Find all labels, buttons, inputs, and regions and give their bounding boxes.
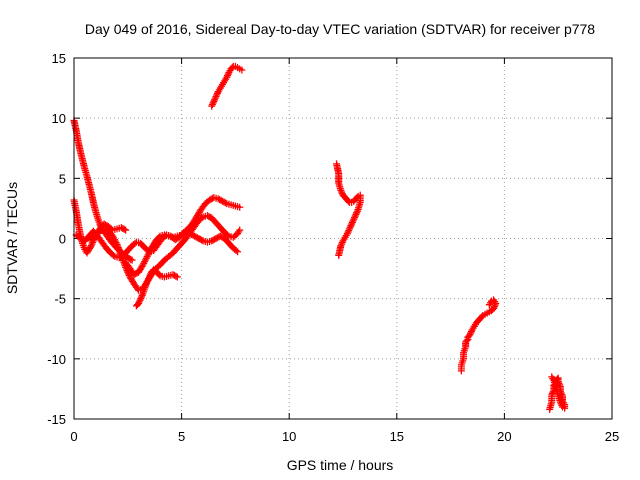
- data-point: [224, 72, 232, 80]
- data-point: [335, 251, 343, 259]
- data-point: [128, 256, 136, 264]
- data-point: [236, 226, 244, 234]
- data-point: [346, 223, 354, 231]
- data-point: [125, 270, 133, 278]
- data-point: [338, 240, 346, 248]
- data-point: [143, 278, 151, 286]
- data-point: [138, 291, 146, 299]
- data-point: [232, 247, 240, 255]
- data-point: [338, 239, 346, 247]
- data-point: [558, 401, 566, 409]
- data-point: [349, 217, 357, 225]
- data-point: [352, 210, 360, 218]
- data-point: [125, 271, 133, 279]
- data-point: [198, 214, 206, 222]
- y-tick-label: 0: [59, 232, 66, 247]
- data-point: [208, 101, 216, 109]
- x-tick-label: 0: [70, 429, 77, 444]
- data-point: [127, 255, 135, 263]
- y-tick-label: 10: [52, 111, 66, 126]
- data-point: [238, 66, 246, 74]
- x-tick-label: 25: [605, 429, 619, 444]
- data-point: [211, 96, 219, 104]
- y-tick-label: 5: [59, 171, 66, 186]
- data-point: [144, 276, 152, 284]
- data-point: [548, 391, 556, 399]
- data-point: [338, 188, 346, 196]
- data-point: [109, 251, 117, 259]
- data-point: [350, 214, 358, 222]
- series-10: [546, 373, 569, 413]
- data-points: [70, 62, 569, 413]
- data-point: [354, 206, 362, 214]
- data-point: [350, 215, 358, 223]
- data-point: [463, 337, 471, 345]
- data-point: [556, 381, 564, 389]
- data-point: [351, 212, 359, 220]
- data-point: [345, 226, 353, 234]
- data-point: [173, 273, 181, 281]
- x-tick-label: 20: [497, 429, 511, 444]
- data-point: [212, 93, 220, 101]
- data-point: [146, 271, 154, 279]
- data-point: [348, 220, 356, 228]
- data-point: [135, 299, 143, 307]
- data-point: [211, 94, 219, 102]
- axis-ticks: 0 5 10 15 20 25 -15 -10 -5 0 5 10 15: [47, 51, 619, 444]
- y-tick-label: -5: [54, 292, 66, 307]
- data-point: [548, 373, 556, 381]
- data-point: [345, 225, 353, 233]
- series-7: [208, 62, 246, 110]
- chart-title: Day 049 of 2016, Sidereal Day-to-day VTE…: [85, 21, 595, 37]
- data-point: [172, 272, 180, 280]
- data-point: [557, 400, 565, 408]
- series-9: [457, 296, 500, 375]
- data-point: [86, 243, 94, 251]
- series-6: [132, 266, 181, 310]
- data-point: [353, 207, 361, 215]
- plot-frame: [73, 57, 613, 420]
- data-point: [137, 295, 145, 303]
- data-point: [234, 248, 242, 256]
- data-point: [353, 209, 361, 217]
- data-point: [223, 73, 231, 81]
- x-tick-label: 15: [390, 429, 404, 444]
- data-point: [236, 203, 244, 211]
- data-point: [136, 296, 144, 304]
- y-tick-label: -10: [47, 352, 66, 367]
- data-point: [120, 225, 128, 233]
- data-point: [467, 329, 475, 337]
- data-point: [485, 301, 493, 309]
- data-point: [337, 186, 345, 194]
- data-point: [137, 293, 145, 301]
- data-point: [122, 226, 130, 234]
- data-point: [198, 236, 206, 244]
- x-tick-label: 5: [178, 429, 185, 444]
- data-point: [466, 331, 474, 339]
- data-point: [490, 304, 498, 312]
- y-tick-label: -15: [47, 412, 66, 427]
- data-point: [347, 222, 355, 230]
- y-tick-label: 15: [52, 51, 66, 66]
- data-point: [339, 237, 347, 245]
- series-5: [122, 230, 242, 279]
- data-point: [348, 218, 356, 226]
- data-point: [135, 298, 143, 306]
- y-axis-label: SDTVAR / TECUs: [4, 182, 20, 294]
- data-point: [559, 403, 567, 411]
- data-point: [209, 99, 217, 107]
- data-point: [145, 275, 153, 283]
- series-8: [333, 160, 364, 259]
- data-point: [213, 91, 221, 99]
- data-point: [221, 199, 229, 207]
- data-point: [224, 231, 232, 239]
- data-point: [210, 97, 218, 105]
- x-axis-label: GPS time / hours: [287, 457, 394, 473]
- x-tick-label: 10: [282, 429, 296, 444]
- data-point: [208, 102, 216, 110]
- data-point: [145, 273, 153, 281]
